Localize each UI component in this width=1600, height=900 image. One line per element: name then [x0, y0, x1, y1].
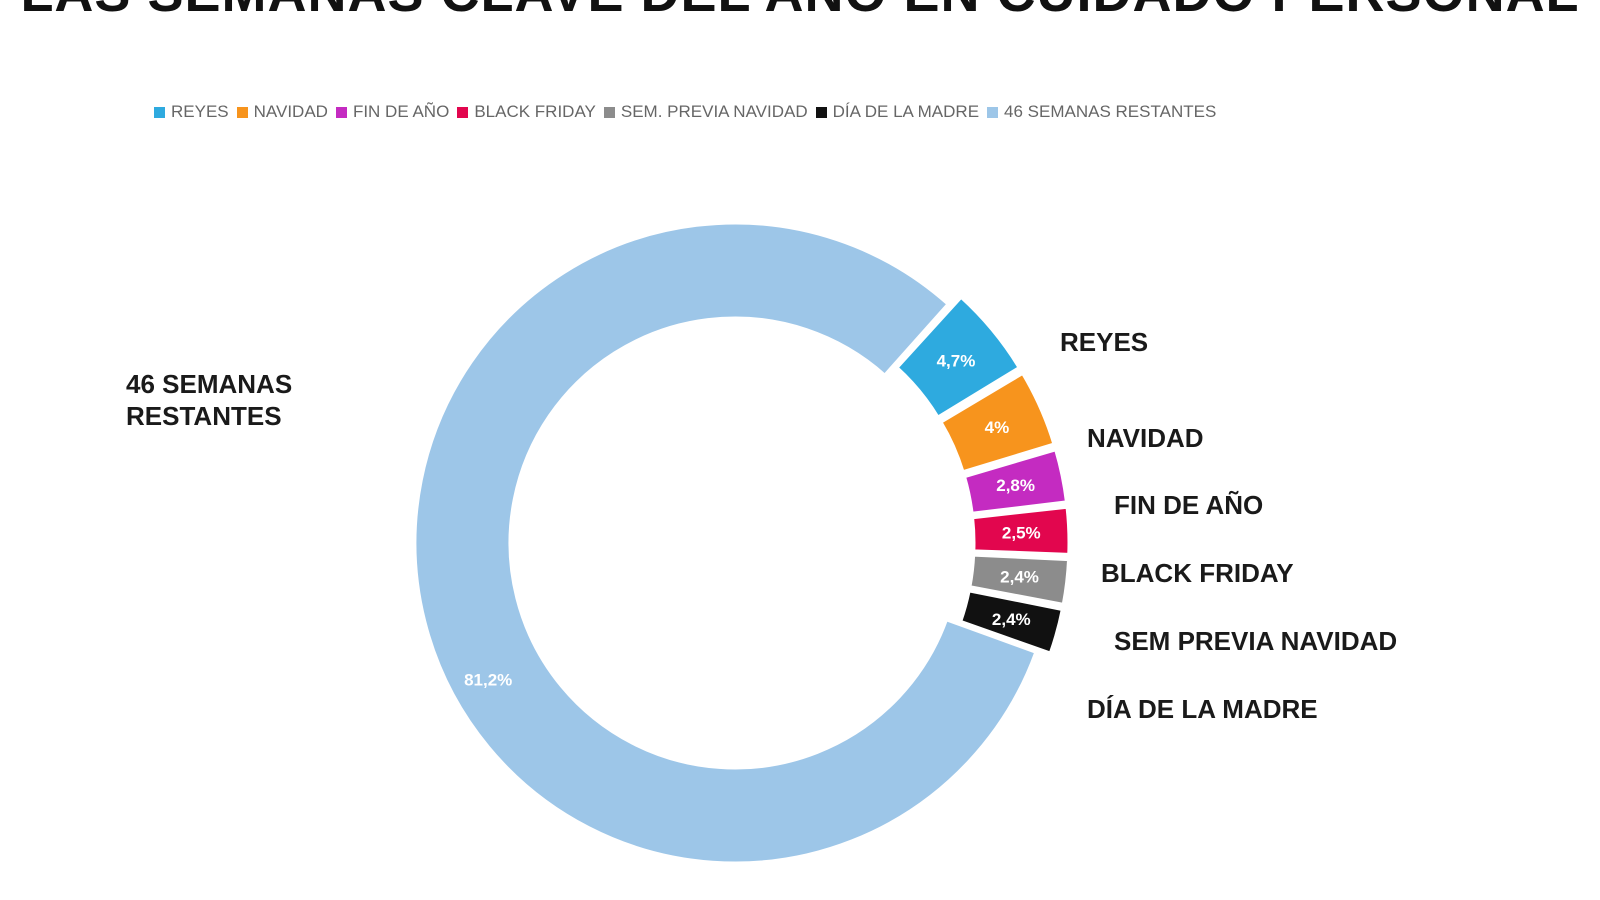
legend-swatch [457, 106, 469, 118]
slice-callout-label: BLACK FRIDAY [1101, 558, 1294, 588]
slices-layer [413, 221, 1071, 865]
legend-label: 46 SEMANAS RESTANTES [1004, 102, 1217, 121]
legend-item: SEM. PREVIA NAVIDAD [603, 102, 808, 122]
slice-callout-label: SEM PREVIA NAVIDAD [1114, 626, 1397, 656]
legend-item: BLACK FRIDAY [457, 102, 596, 122]
legend-label: FIN DE AÑO [352, 102, 450, 121]
slice-value-label: 81,2% [464, 671, 512, 690]
slice-callout-label: 46 SEMANAS RESTANTES [126, 369, 292, 431]
donut-slice [962, 447, 1069, 515]
slice-value-label: 2,5% [1002, 524, 1041, 543]
legend-label: REYES [171, 102, 229, 121]
legend-swatch [236, 106, 248, 118]
chart-legend: REYES NAVIDAD FIN DE AÑO BLACK FRIDAY SEM. P… [154, 102, 1224, 122]
donut-slice [413, 221, 1038, 865]
donut-slice [968, 553, 1071, 607]
legend-swatch [603, 106, 615, 118]
chart-title: LAS SEMANAS CLAVE DEL AÑO EN CUIDADO PER… [0, 0, 1600, 24]
labels-layer: 4,7% REYES 4% NAVIDAD 2,8% FIN DE AÑO 2,5% BLAC… [126, 327, 1397, 724]
donut-slice [970, 505, 1071, 556]
slice-value-label: 4,7% [937, 352, 976, 371]
slice-value-label: 4% [985, 418, 1010, 437]
legend-item: 46 SEMANAS RESTANTES [987, 102, 1216, 122]
slice-value-label: 2,4% [992, 610, 1031, 629]
legend-label: DÍA DE LA MADRE [832, 102, 980, 121]
donut-slice [958, 589, 1065, 655]
legend-label: BLACK FRIDAY [474, 102, 596, 121]
slice-callout-label: REYES [1060, 327, 1148, 357]
legend-swatch [815, 106, 827, 118]
legend-item: NAVIDAD [236, 102, 328, 122]
donut-slice [939, 371, 1056, 474]
slice-callout-label: FIN DE AÑO [1114, 490, 1263, 520]
slice-callout-label: NAVIDAD [1087, 423, 1204, 453]
legend-item: FIN DE AÑO [335, 102, 450, 122]
slice-callout-label: DÍA DE LA MADRE [1087, 694, 1318, 724]
donut-slice [895, 295, 1022, 420]
legend-swatch [987, 106, 999, 118]
legend-item: DÍA DE LA MADRE [815, 102, 980, 122]
legend-swatch [154, 106, 165, 118]
slice-value-label: 2,4% [1000, 568, 1039, 587]
legend-item: REYES [154, 102, 229, 122]
legend-swatch [335, 106, 347, 118]
legend-label: SEM. PREVIA NAVIDAD [620, 102, 808, 121]
slice-value-label: 2,8% [996, 476, 1035, 495]
legend-label: NAVIDAD [253, 102, 328, 121]
